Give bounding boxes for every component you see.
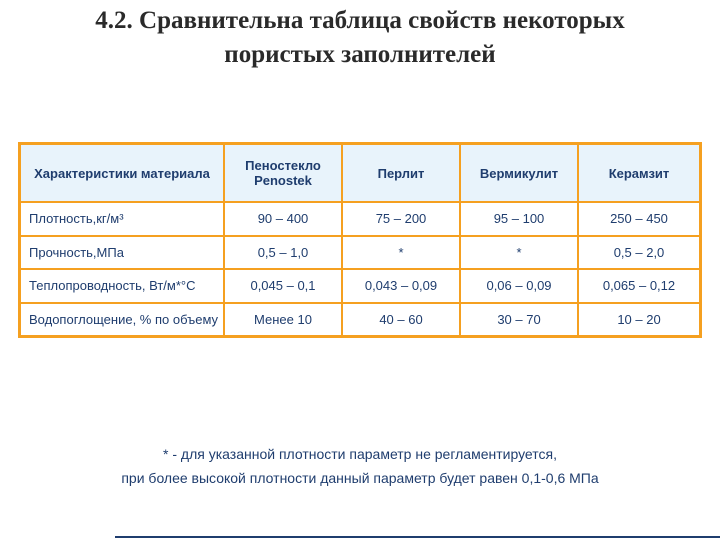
table-row: Теплопроводность, Вт/м*°С 0,045 – 0,1 0,… (20, 269, 700, 303)
table-cell: 0,06 – 0,09 (460, 269, 578, 303)
table-cell: 0,043 – 0,09 (342, 269, 460, 303)
title-line-1: 4.2. Сравнительна таблица свойств некото… (95, 7, 625, 34)
table-cell: 90 – 400 (224, 202, 342, 236)
table-cell: 0,5 – 2,0 (578, 235, 700, 269)
page-title: 4.2. Сравнительна таблица свойств некото… (0, 4, 720, 72)
table-cell: 40 – 60 (342, 302, 460, 336)
table-header-row: Характеристики материала Пеностекло Peno… (20, 144, 700, 202)
table-cell: 0,045 – 0,1 (224, 269, 342, 303)
header-cell: Керамзит (578, 144, 700, 202)
footnote-line-1: * - для указанной плотности параметр не … (163, 446, 557, 462)
table-row: Водопоглощение, % по объему Менее 10 40 … (20, 302, 700, 336)
row-label: Прочность,МПа (20, 235, 224, 269)
table-cell: * (460, 235, 578, 269)
header-cell: Перлит (342, 144, 460, 202)
table-cell: 75 – 200 (342, 202, 460, 236)
table-cell: Менее 10 (224, 302, 342, 336)
row-label: Теплопроводность, Вт/м*°С (20, 269, 224, 303)
row-label: Водопоглощение, % по объему (20, 302, 224, 336)
properties-table: Характеристики материала Пеностекло Peno… (20, 144, 700, 336)
properties-table-frame: Характеристики материала Пеностекло Peno… (18, 142, 702, 338)
table-cell: 10 – 20 (578, 302, 700, 336)
row-label: Плотность,кг/м³ (20, 202, 224, 236)
table-cell: * (342, 235, 460, 269)
table-cell: 0,065 – 0,12 (578, 269, 700, 303)
title-line-2: пористых заполнителей (224, 41, 496, 68)
header-cell: Характеристики материала (20, 144, 224, 202)
table-row: Плотность,кг/м³ 90 – 400 75 – 200 95 – 1… (20, 202, 700, 236)
bottom-divider (115, 536, 720, 538)
footnote-line-2: при более высокой плотности данный парам… (121, 470, 599, 486)
header-cell: Вермикулит (460, 144, 578, 202)
header-cell: Пеностекло Penostek (224, 144, 342, 202)
table-row: Прочность,МПа 0,5 – 1,0 * * 0,5 – 2,0 (20, 235, 700, 269)
table-cell: 30 – 70 (460, 302, 578, 336)
table-cell: 250 – 450 (578, 202, 700, 236)
table-cell: 95 – 100 (460, 202, 578, 236)
table-cell: 0,5 – 1,0 (224, 235, 342, 269)
